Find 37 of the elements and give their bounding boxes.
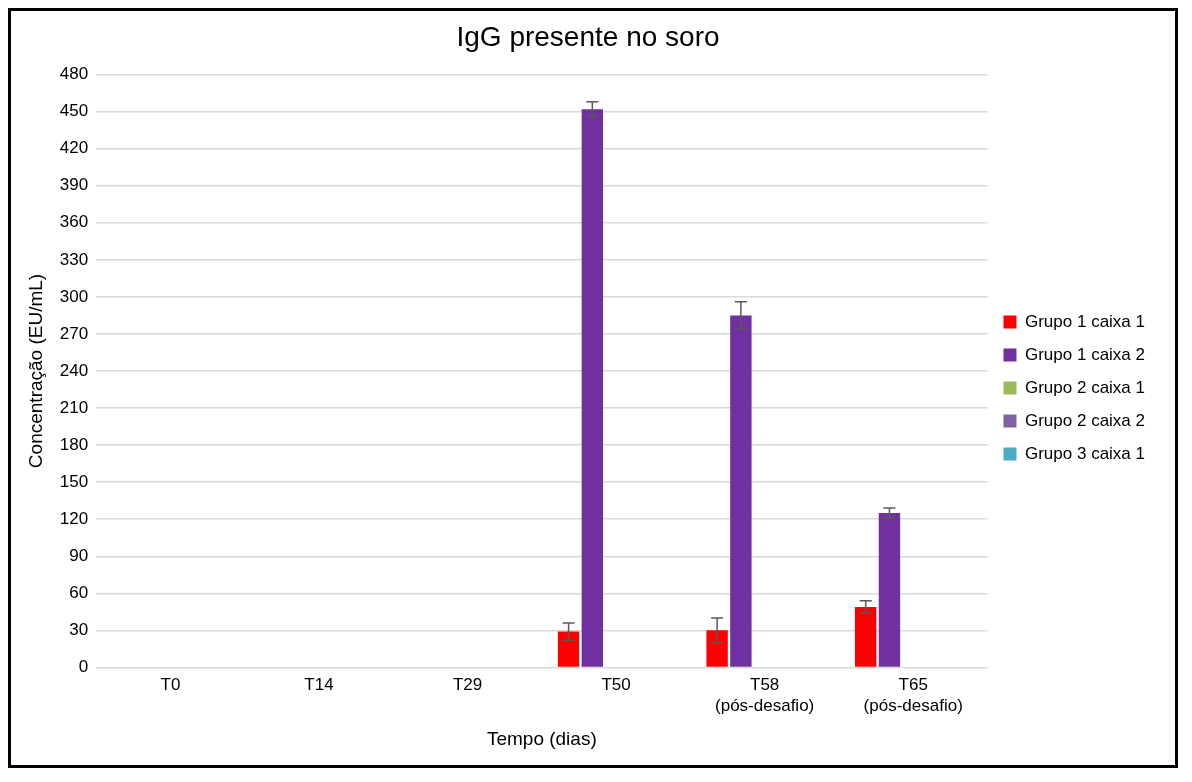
- bar: [581, 109, 604, 667]
- y-tick-label: 30: [69, 620, 89, 640]
- bar: [854, 606, 877, 667]
- chart-title: IgG presente no soro: [456, 20, 720, 52]
- bar: [706, 630, 728, 667]
- y-tick-label: 150: [59, 471, 89, 491]
- legend-label: Grupo 1 caixa 2: [1024, 344, 1145, 364]
- y-axis-title: Concentração (EU/mL): [24, 273, 46, 469]
- x-tick-label: T29: [452, 675, 483, 695]
- y-tick-label: 180: [59, 434, 89, 454]
- y-tick-label: 0: [78, 657, 89, 677]
- y-tick-label: 60: [69, 582, 89, 602]
- y-tick-label: 330: [59, 249, 89, 269]
- bar: [557, 631, 580, 667]
- y-tick-label: 240: [59, 360, 89, 380]
- bar: [878, 513, 901, 667]
- y-tick-label: 450: [59, 101, 89, 121]
- y-tick-label: 360: [59, 212, 89, 232]
- legend-label: Grupo 1 caixa 1: [1024, 311, 1145, 331]
- y-tick-label: 390: [59, 175, 89, 195]
- legend-label: Grupo 2 caixa 2: [1024, 410, 1145, 430]
- x-tick-label: T50: [601, 675, 631, 695]
- legend-label: Grupo 2 caixa 1: [1024, 377, 1145, 397]
- bar: [730, 315, 752, 667]
- y-tick-label: 210: [59, 397, 89, 417]
- x-tick-label: T0: [160, 675, 181, 695]
- y-tick-label: 480: [59, 64, 89, 84]
- x-tick-label: T65 (pós-desafio): [863, 675, 963, 715]
- y-tick-label: 420: [59, 138, 89, 158]
- y-tick-label: 270: [59, 323, 89, 343]
- y-tick-label: 120: [59, 508, 89, 528]
- y-tick-label: 90: [69, 545, 89, 565]
- y-tick-label: 300: [59, 286, 89, 306]
- x-tick-label: T14: [304, 675, 334, 695]
- x-tick-label: T58 (pós-desafio): [715, 675, 815, 715]
- x-axis-title: Tempo (dias): [486, 727, 597, 749]
- legend-label: Grupo 3 caixa 1: [1024, 443, 1145, 463]
